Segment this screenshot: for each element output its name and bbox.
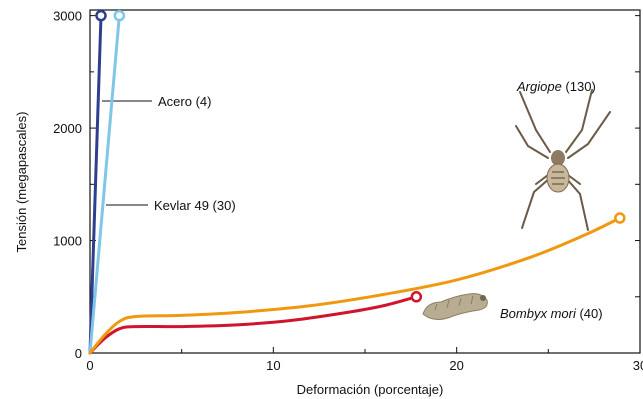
x-tick-label: 10 (266, 358, 280, 373)
kevlar-end-marker (113, 9, 126, 22)
y-tick-label: 2000 (53, 121, 82, 136)
x-axis-title: Deformación (porcentaje) (297, 382, 444, 397)
argiope-series-line (88, 216, 622, 355)
bombyx-series-line (88, 295, 418, 355)
acero-label: Acero (4) (158, 94, 211, 109)
argiope-label-part: (130) (562, 79, 596, 94)
kevlar-label-part: (30) (209, 198, 236, 213)
series-layer (88, 9, 626, 355)
y-tick-label: 0 (75, 346, 82, 361)
x-tick-label: 30 (633, 358, 643, 373)
bombyx-end-marker (410, 291, 423, 303)
x-axis-ticks: 0 10 20 30 (86, 347, 643, 373)
bombyx-label-part: Bombyx mori (500, 306, 577, 321)
bombyx-label: Bombyx mori (40) (500, 306, 603, 321)
spider-icon (515, 89, 611, 231)
y-tick-label: 3000 (53, 9, 82, 24)
kevlar-series-line (88, 14, 121, 355)
silkworm-icon (422, 293, 488, 320)
kevlar-label-part: Kevlar 49 (154, 198, 209, 213)
acero-label-part: (4) (192, 94, 212, 109)
y-axis-ticks: 0 1000 2000 3000 (53, 9, 96, 361)
y-axis-title: Tensión (megapascales) (14, 112, 29, 253)
argiope-label: Argiope (130) (516, 79, 596, 94)
kevlar-label: Kevlar 49 (30) (154, 198, 236, 213)
x-tick-label: 0 (86, 358, 93, 373)
acero-series-line (88, 14, 103, 355)
right-edge-ticks (635, 15, 640, 298)
argiope-label-part: Argiope (516, 79, 562, 94)
bombyx-label-part: (40) (576, 306, 603, 321)
acero-label-part: Acero (158, 94, 192, 109)
acero-end-marker (95, 9, 107, 22)
y-tick-label: 1000 (53, 234, 82, 249)
x-tick-label: 20 (449, 358, 463, 373)
argiope-end-marker (614, 212, 626, 224)
